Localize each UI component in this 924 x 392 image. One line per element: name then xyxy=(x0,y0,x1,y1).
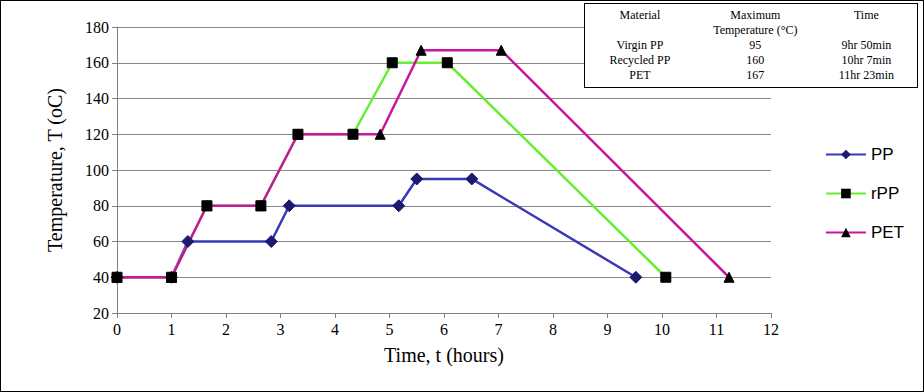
html-text:Time: Time xyxy=(853,8,879,22)
html-text:Virgin PP: Virgin PP xyxy=(616,38,664,52)
svg-text:140: 140 xyxy=(85,90,109,107)
svg-text:PET: PET xyxy=(871,223,904,242)
svg-text:8: 8 xyxy=(549,321,557,338)
svg-text:100: 100 xyxy=(85,162,109,179)
html-text:Recycled PP: Recycled PP xyxy=(609,53,671,67)
svg-text:60: 60 xyxy=(93,233,109,250)
html-text:10hr 7min: 10hr 7min xyxy=(841,53,892,67)
html-text:Maximum: Maximum xyxy=(730,8,781,22)
svg-text:120: 120 xyxy=(85,126,109,143)
html-text:160: 160 xyxy=(746,53,765,67)
svg-text:5: 5 xyxy=(386,321,394,338)
svg-text:7: 7 xyxy=(495,321,503,338)
svg-text:12: 12 xyxy=(763,321,779,338)
svg-text:PP: PP xyxy=(871,145,894,164)
svg-text:Time, t (hours): Time, t (hours) xyxy=(384,344,504,367)
svg-text:1: 1 xyxy=(168,321,176,338)
html-text:167: 167 xyxy=(746,68,765,82)
svg-text:9: 9 xyxy=(604,321,612,338)
svg-text:0: 0 xyxy=(113,321,121,338)
svg-text:20: 20 xyxy=(93,305,109,322)
svg-text:180: 180 xyxy=(85,19,109,36)
svg-text:3: 3 xyxy=(277,321,285,338)
svg-text:40: 40 xyxy=(93,269,109,286)
svg-text:10: 10 xyxy=(654,321,670,338)
html-text:9hr 50min: 9hr 50min xyxy=(841,38,892,52)
svg-text:2: 2 xyxy=(222,321,230,338)
html-text:95: 95 xyxy=(749,38,762,52)
svg-text:80: 80 xyxy=(93,197,109,214)
html-text:Material: Material xyxy=(619,8,661,22)
svg-text:6: 6 xyxy=(440,321,448,338)
svg-text:Temperature, T (oC): Temperature, T (oC) xyxy=(44,88,67,252)
svg-text:rPP: rPP xyxy=(871,184,899,203)
svg-text:4: 4 xyxy=(331,321,339,338)
svg-text:11: 11 xyxy=(709,321,724,338)
html-text:Temperature (°C): Temperature (°C) xyxy=(713,23,798,37)
html-text:PET: PET xyxy=(629,68,651,82)
html-text:11hr 23min: 11hr 23min xyxy=(838,68,894,82)
svg-text:160: 160 xyxy=(85,54,109,71)
